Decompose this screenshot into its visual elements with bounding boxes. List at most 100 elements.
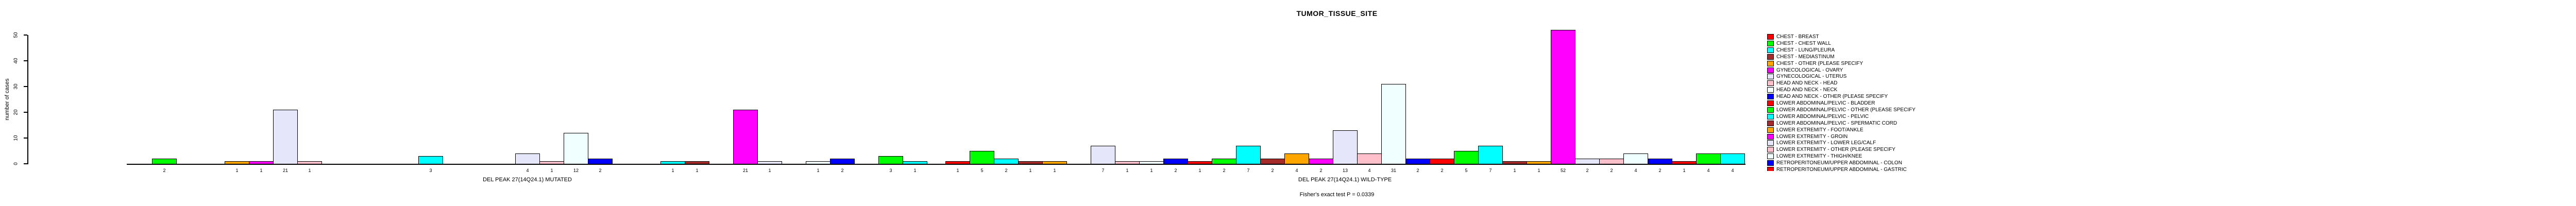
- bar: [1115, 161, 1140, 164]
- bar-count-label: 7: [1247, 168, 1250, 173]
- bar-count-label: 2: [1271, 168, 1274, 173]
- bar: [994, 159, 1019, 164]
- bar: [1696, 153, 1721, 164]
- legend-row: HEAD AND NECK - OTHER (PLEASE SPECIFY: [1767, 93, 1983, 100]
- legend-swatch: [1767, 40, 1774, 46]
- bar: [539, 161, 564, 164]
- legend-row: RETROPERITONEUM/UPPER ABDOMINAL - GASTRI…: [1767, 166, 1983, 171]
- legend-label: LOWER EXTREMITY - OTHER (PLEASE SPECIFY: [1776, 147, 1895, 153]
- y-axis-tick-label: 40: [13, 58, 19, 64]
- legend-row: LOWER EXTREMITY - THIGH/KNEE: [1767, 153, 1983, 160]
- bar: [806, 161, 831, 164]
- bar: [1260, 159, 1285, 164]
- bar-count-label: 4: [526, 168, 529, 173]
- legend-label: LOWER ABDOMINAL/PELVIC - OTHER (PLEASE S…: [1776, 107, 1916, 113]
- bar: [1236, 146, 1261, 164]
- bar-count-label: 1: [817, 168, 820, 173]
- bar: [1212, 159, 1236, 164]
- bar: [1623, 153, 1648, 164]
- legend-swatch: [1767, 80, 1774, 87]
- legend-label: CHEST - LUNG/PLEURA: [1776, 47, 1835, 53]
- bar-count-label: 2: [163, 168, 166, 173]
- bar: [273, 110, 298, 164]
- legend-label: RETROPERITONEUM/UPPER ABDOMINAL - COLON: [1776, 160, 1902, 166]
- bar-count-label: 2: [1174, 168, 1177, 173]
- legend-swatch: [1767, 127, 1774, 133]
- legend-swatch: [1767, 107, 1774, 113]
- legend-swatch: [1767, 94, 1774, 100]
- legend-row: CHEST - BREAST: [1767, 33, 1983, 40]
- y-axis-tick: [24, 86, 27, 87]
- bar: [1357, 153, 1382, 164]
- bar: [1091, 146, 1115, 164]
- bar-count-label: 1: [671, 168, 674, 173]
- bar-count-label: 7: [1489, 168, 1492, 173]
- bar-count-label: 1: [235, 168, 239, 173]
- bar-count-label: 2: [1319, 168, 1323, 173]
- bar-count-label: 2: [1658, 168, 1662, 173]
- bar: [1381, 84, 1406, 164]
- y-axis-tick-label: 50: [13, 32, 19, 38]
- bar: [660, 161, 685, 164]
- bar: [1599, 159, 1624, 164]
- bar-count-label: 5: [1465, 168, 1468, 173]
- bar: [1042, 161, 1067, 164]
- bar-count-label: 2: [1586, 168, 1589, 173]
- legend-swatch: [1767, 100, 1774, 106]
- x-axis-group-label: DEL PEAK 27(14Q24.1) WILD-TYPE: [1298, 177, 1392, 183]
- bar: [970, 151, 994, 164]
- bar: [249, 161, 274, 164]
- legend-label: LOWER EXTREMITY - FOOT/ANKLE: [1776, 127, 1863, 133]
- bar: [685, 161, 709, 164]
- bar-count-label: 4: [1707, 168, 1710, 173]
- legend-label: HEAD AND NECK - NECK: [1776, 87, 1838, 93]
- bar: [1454, 151, 1479, 164]
- legend-label: LOWER EXTREMITY - GROIN: [1776, 133, 1848, 140]
- bar: [1672, 161, 1697, 164]
- bar-count-label: 1: [1513, 168, 1516, 173]
- bar-count-label: 7: [1101, 168, 1105, 173]
- y-axis-line: [27, 35, 28, 164]
- legend-label: LOWER EXTREMITY - LOWER LEG/CALF: [1776, 140, 1876, 146]
- legend-swatch: [1767, 47, 1774, 53]
- bar: [1188, 161, 1212, 164]
- bar-count-label: 1: [1198, 168, 1201, 173]
- bar: [1502, 161, 1527, 164]
- bar: [1309, 159, 1333, 164]
- legend-swatch: [1767, 60, 1774, 66]
- legend-label: LOWER ABDOMINAL/PELVIC - PELVIC: [1776, 113, 1869, 119]
- legend-row: CHEST - LUNG/PLEURA: [1767, 47, 1983, 54]
- legend-row: RETROPERITONEUM/UPPER ABDOMINAL - COLON: [1767, 160, 1983, 166]
- bar-count-label: 1: [696, 168, 699, 173]
- legend-swatch: [1767, 140, 1774, 146]
- bar: [297, 161, 322, 164]
- x-axis-group-label: DEL PEAK 27(14Q24.1) MUTATED: [483, 177, 572, 183]
- legend-row: LOWER ABDOMINAL/PELVIC - BLADDER: [1767, 100, 1983, 107]
- legend-row: GYNECOLOGICAL - UTERUS: [1767, 73, 1983, 80]
- bar: [1551, 30, 1575, 164]
- legend-swatch: [1767, 113, 1774, 119]
- bar-count-label: 1: [260, 168, 263, 173]
- legend-row: LOWER ABDOMINAL/PELVIC - PELVIC: [1767, 113, 1983, 120]
- bar: [1284, 153, 1309, 164]
- bar-count-label: 1: [308, 168, 311, 173]
- y-axis-label: number of cases: [4, 78, 10, 121]
- bar: [1478, 146, 1503, 164]
- legend-label: CHEST - OTHER (PLEASE SPECIFY: [1776, 60, 1863, 66]
- bar-count-label: 52: [1560, 168, 1566, 173]
- bar-count-label: 2: [1440, 168, 1444, 173]
- legend-label: CHEST - BREAST: [1776, 34, 1819, 40]
- bar: [1139, 161, 1164, 164]
- bar: [1720, 153, 1745, 164]
- bar-count-label: 1: [1126, 168, 1129, 173]
- bar-count-label: 1: [768, 168, 771, 173]
- legend-swatch: [1767, 153, 1774, 160]
- legend-label: HEAD AND NECK - OTHER (PLEASE SPECIFY: [1776, 94, 1888, 100]
- bar: [515, 153, 540, 164]
- legend-row: CHEST - CHEST WALL: [1767, 40, 1983, 47]
- legend-row: CHEST - OTHER (PLEASE SPECIFY: [1767, 60, 1983, 67]
- bar: [903, 161, 927, 164]
- y-axis-tick-label: 20: [13, 109, 19, 115]
- bar-count-label: 4: [1295, 168, 1298, 173]
